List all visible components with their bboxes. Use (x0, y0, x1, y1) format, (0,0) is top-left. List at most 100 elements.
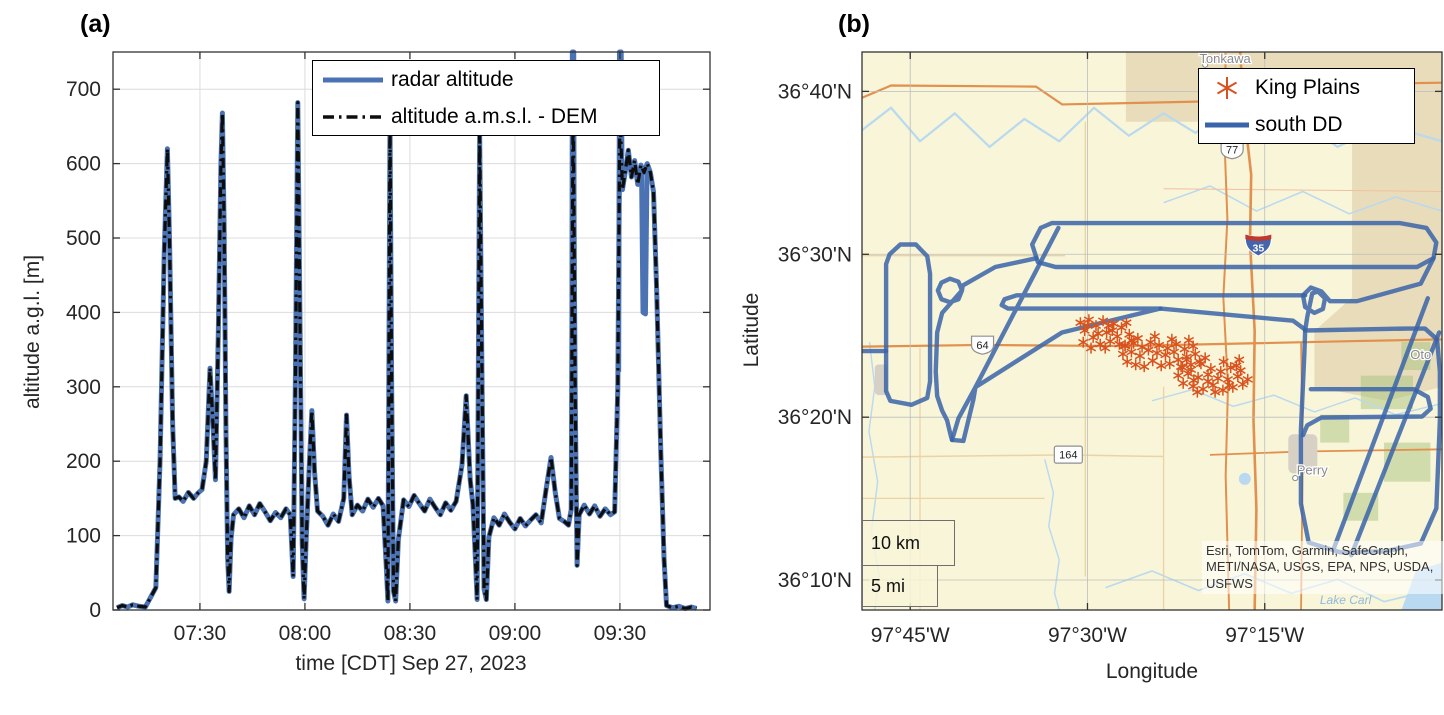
town-dot (1202, 61, 1209, 68)
turbine-asterisk-icon (1139, 361, 1150, 373)
legend-label-radar: radar altitude (391, 67, 514, 91)
turbine-asterisk-icon (1117, 348, 1129, 360)
south-dd-track (933, 256, 1039, 443)
panel-b-axes-box (861, 51, 1443, 611)
water-label: Lake Carl (1320, 593, 1372, 607)
turbine-asterisk-icon (1175, 361, 1187, 373)
turbine-asterisk-icon (1124, 328, 1135, 340)
turbine-asterisk-icon (1101, 326, 1112, 338)
lon-tick-label: 97°45'W (871, 624, 950, 647)
turbine-asterisk-icon (1166, 333, 1177, 345)
town-label: Oto (1410, 347, 1431, 362)
small-lake (1238, 472, 1251, 485)
town-dot (1292, 474, 1299, 482)
turbine-asterisk-icon (1134, 350, 1146, 362)
turbine-asterisk-icon (1130, 359, 1141, 371)
south-dd-track (1332, 296, 1431, 550)
south-dd-track (1349, 330, 1442, 558)
turbine-asterisk-icon (1183, 334, 1195, 346)
turbine-asterisk-icon (1097, 315, 1109, 327)
lon-tick-label: 97°30'W (1048, 624, 1127, 647)
turbine-asterisk-icon (1122, 356, 1133, 368)
turbine-asterisk-icon (1237, 378, 1248, 390)
turbine-asterisk-icon (1192, 386, 1203, 398)
scalebar-km: 10 km (862, 520, 955, 566)
path (1220, 140, 1244, 160)
turbine-asterisk-icon (1200, 352, 1211, 364)
panel-a-ylabel: altitude a.g.l. [m] (21, 254, 44, 410)
turbine-asterisk-icon (1217, 384, 1229, 396)
turbine-asterisk-icon (1132, 332, 1143, 344)
turbine-asterisk-icon (1126, 346, 1137, 358)
legend-entry-king-plains: King Plains (1199, 69, 1414, 106)
panel-b-frame: 97°45'W 97°30'W 97°15'W 36°40'N 36°30'N 36°20… (778, 51, 1443, 647)
y-tick-label: 0 (89, 599, 101, 622)
y-tick-label: 500 (66, 227, 101, 250)
road (1163, 188, 1442, 192)
turbine-asterisk-icon (1083, 314, 1095, 326)
turbine-asterisk-icon (1151, 347, 1163, 359)
town-label: Tonkawa (1199, 51, 1251, 66)
y-tick-label: 100 (66, 525, 101, 548)
turbine-asterisk-icon (1185, 364, 1197, 376)
turbine-asterisk-icon (1179, 343, 1190, 355)
turbine-asterisk-icon (1231, 360, 1242, 372)
panel-a-xlabel: time [CDT] Sep 27, 2023 (295, 652, 527, 675)
turbine-asterisk-icon (1215, 366, 1226, 378)
forest-patch (1384, 442, 1431, 482)
x-tick-label: 09:30 (594, 622, 647, 645)
x-tick-label: 09:00 (489, 622, 542, 645)
south-dd-track (1029, 220, 1439, 270)
turbine-asterisk-icon (1119, 339, 1131, 351)
town-label: Perry (1297, 462, 1329, 477)
x-tick-label: 08:30 (384, 622, 437, 645)
lat-tick-label: 36°40'N (778, 80, 852, 103)
lon-tick-label: 97°15'W (1225, 624, 1304, 647)
turbine-asterisk-icon (1156, 360, 1167, 372)
turbine-asterisk-icon (1207, 379, 1219, 391)
turbine-asterisk-icon (1181, 354, 1192, 366)
river (1044, 459, 1060, 610)
shield-number: 64 (976, 340, 988, 352)
turbine-asterisk-icon (1085, 342, 1097, 354)
panel-b-ylabel: Latitude (740, 292, 763, 368)
legend-entry-radar: radar altitude (313, 61, 659, 98)
turbine-asterisk-icon (1190, 348, 1201, 360)
us-route-shield-icon: 164 (1053, 445, 1083, 464)
turbine-asterisk-icon (1225, 362, 1236, 374)
y-tick-label: 700 (66, 78, 101, 101)
turbine-asterisk-icon (1092, 327, 1104, 339)
lat-tick-label: 36°30'N (778, 243, 852, 266)
map-attribution: Esri, TomTom, Garmin, SafeGraph, METI/NA… (1202, 541, 1444, 594)
y-tick-label: 300 (66, 376, 101, 399)
y-tick-label: 600 (66, 153, 101, 176)
panel-a-legend: radar altitude altitude a.m.s.l. - DEM (312, 60, 660, 136)
turbine-asterisk-icon (1103, 320, 1114, 332)
turbine-asterisk-icon (1149, 330, 1160, 342)
turbine-asterisk-icon (1205, 363, 1216, 375)
turbine-asterisk-icon (1095, 338, 1106, 350)
turbine-asterisk-icon (1224, 379, 1235, 391)
path (970, 335, 995, 355)
interstate-shield-icon: 35 (1244, 233, 1272, 257)
panel-b-legend: King Plains south DD (1198, 68, 1415, 144)
turbine-asterisk-icon (1222, 373, 1234, 385)
y-tick-label: 400 (66, 301, 101, 324)
legend-label-dem: altitude a.m.s.l. - DEM (391, 104, 598, 128)
turbine-asterisk-icon (1173, 369, 1184, 381)
lat-tick-label: 36°10'N (778, 569, 852, 592)
panel-b-map: 647716435TonkawaPonca OTSPerryOtoLake Ca… (862, 51, 1442, 610)
lat-tick-label: 36°20'N (778, 406, 852, 429)
legend-label-king-plains: King Plains (1255, 75, 1361, 99)
turbine-asterisk-icon (1088, 331, 1099, 343)
legend-entry-dem: altitude a.m.s.l. - DEM (313, 98, 659, 135)
turbine-asterisk-icon (1121, 317, 1132, 329)
river (1163, 185, 1442, 215)
turbine-asterisk-icon (1160, 349, 1171, 361)
radar-line-sample-icon (323, 77, 383, 82)
legend-entry-south-dd: south DD (1199, 106, 1414, 143)
panel-a-letter: (a) (80, 10, 111, 38)
x-tick-label: 07:30 (174, 622, 227, 645)
radar-altitude-line (116, 86, 698, 612)
